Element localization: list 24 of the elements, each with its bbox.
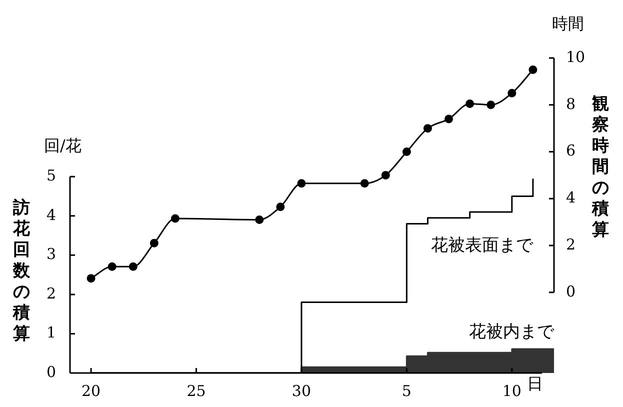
y-axis-title: 訪花回数の積算 — [12, 198, 31, 345]
y-tick-label: 5 — [46, 166, 56, 185]
x-tick-label: 10 — [502, 382, 522, 400]
annotation: 回/花 — [44, 136, 82, 157]
y2-axis-title: 観察時間の積算 — [591, 94, 610, 241]
y-tick-label: 0 — [46, 362, 56, 381]
series-label: 花被内まで — [469, 322, 555, 342]
y-tick-label: 3 — [46, 245, 56, 264]
y2-tick-label: 0 — [566, 282, 576, 300]
y-tick-label: 1 — [46, 324, 56, 342]
series-label: 花被表面まで — [430, 236, 534, 256]
y2-tick-label: 6 — [566, 142, 576, 160]
y-tick-label: 2 — [46, 284, 56, 302]
y2-tick-label: 2 — [566, 235, 576, 254]
x-tick-label: 20 — [81, 382, 101, 400]
y2-tick-label: 8 — [566, 94, 576, 113]
y2-tick-label: 4 — [566, 188, 576, 207]
x-tick-label: 30 — [292, 382, 312, 400]
y2-tick-label: 10 — [566, 48, 586, 66]
x-tick-label: 5 — [402, 382, 412, 400]
x-tick-label: 25 — [186, 382, 206, 400]
x-axis-title: 日 — [527, 374, 543, 395]
text: 時間 — [552, 14, 584, 35]
y-tick-label: 4 — [46, 206, 56, 224]
